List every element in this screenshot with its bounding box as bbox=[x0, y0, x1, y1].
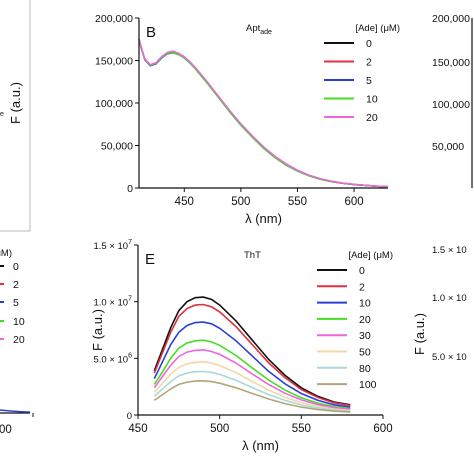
x-tick-label: 600 bbox=[344, 196, 363, 208]
y-tick-label: 1.5 × 10 bbox=[432, 245, 467, 256]
series-line-30 bbox=[153, 348, 351, 411]
y-tick-label: 0 bbox=[127, 183, 133, 195]
y-tick-label: 0 bbox=[127, 411, 132, 422]
legend-label: 10 bbox=[13, 316, 25, 328]
series-line-20 bbox=[153, 339, 351, 410]
panel-c-fragment: 200,000 150,000 100,000 50,000 bbox=[432, 13, 473, 188]
legend-label: 20 bbox=[13, 334, 25, 346]
series-line-10 bbox=[153, 321, 351, 408]
legend-title: [Ade] (μM) bbox=[348, 250, 393, 261]
legend-title: [Ade] (μM) bbox=[355, 23, 400, 34]
x-tick-label: 600 bbox=[373, 423, 392, 435]
y-tick-label: 5.0 × 106 bbox=[93, 352, 132, 365]
y-tick-label: 100,000 bbox=[95, 98, 133, 110]
y-tick-label: 50,000 bbox=[101, 141, 133, 153]
panel-title: Aptade bbox=[246, 23, 272, 36]
y-tick-label: 5.0 × 10 bbox=[432, 352, 467, 363]
panel-d-fragment: [Ade] (μM)0 2 5 10 20 00 bbox=[0, 248, 34, 436]
panel-a-text-fragment: e bbox=[0, 111, 4, 118]
x-tick-label: 550 bbox=[292, 423, 311, 435]
y-tick-label: 200,000 bbox=[432, 13, 470, 25]
legend-label: 2 bbox=[13, 279, 19, 291]
y-tick-label: 1.0 × 107 bbox=[93, 296, 132, 309]
y-tick-label: 1.5 × 107 bbox=[93, 239, 132, 252]
panel-label-b: B bbox=[146, 24, 156, 41]
chart-b: 450 500 550 600 0 50,000 100,000 150,000 200,000… bbox=[8, 13, 400, 226]
series-line-50 bbox=[153, 360, 351, 412]
legend-label: 10 bbox=[366, 94, 378, 106]
y-tick-label: 1.0 × 10 bbox=[432, 293, 467, 304]
y-axis-label: F (a.u.) bbox=[8, 82, 23, 124]
legend-label: 80 bbox=[359, 363, 371, 375]
panel-f-fragment: 1.5 × 10 1.0 × 10 5.0 × 10 F (a.u.) bbox=[412, 245, 467, 363]
series-line-2 bbox=[153, 303, 351, 407]
x-tick-label: 550 bbox=[288, 196, 307, 208]
y-tick-label: 150,000 bbox=[95, 56, 133, 68]
series-line-fragment bbox=[0, 409, 31, 413]
legend-label: 5 bbox=[13, 297, 19, 309]
series-line-80 bbox=[153, 370, 351, 413]
y-axis-label: F (a.u.) bbox=[90, 309, 105, 351]
y-tick-label: 50,000 bbox=[432, 141, 464, 153]
series-line-0 bbox=[153, 296, 351, 406]
x-tick-label: 450 bbox=[175, 196, 194, 208]
legend-label: 50 bbox=[359, 347, 371, 359]
legend-label: 0 bbox=[13, 261, 19, 273]
legend-label: 2 bbox=[366, 57, 372, 69]
x-tick-label: 500 bbox=[210, 423, 229, 435]
legend-label: 30 bbox=[359, 330, 371, 342]
legend-label: 10 bbox=[359, 298, 371, 310]
panel-label-e: E bbox=[145, 251, 155, 268]
legend-label: 0 bbox=[366, 38, 372, 50]
x-axis-label: λ (nm) bbox=[245, 211, 282, 226]
series-line-20 bbox=[138, 39, 389, 188]
legend-label: 20 bbox=[366, 112, 378, 124]
x-tick-label: 500 bbox=[231, 196, 250, 208]
panel-a-fragment: e bbox=[0, 0, 31, 232]
y-tick-label: 150,000 bbox=[432, 57, 470, 69]
x-axis-label: λ (nm) bbox=[242, 438, 279, 453]
legend-label: 20 bbox=[359, 314, 371, 326]
y-tick-label: 100,000 bbox=[432, 99, 470, 111]
legend-label: 5 bbox=[366, 75, 372, 87]
legend-label: 100 bbox=[359, 379, 377, 391]
x-tick-label: 00 bbox=[0, 424, 12, 436]
y-axis-label: F (a.u.) bbox=[412, 313, 427, 355]
panel-title: ThT bbox=[244, 250, 261, 261]
legend-title: [Ade] (μM) bbox=[0, 248, 12, 259]
series-line-100 bbox=[153, 379, 351, 413]
x-tick-label: 450 bbox=[128, 423, 147, 435]
y-tick-label: 200,000 bbox=[95, 13, 133, 25]
legend-label: 0 bbox=[359, 265, 365, 277]
legend-label: 2 bbox=[359, 281, 365, 293]
